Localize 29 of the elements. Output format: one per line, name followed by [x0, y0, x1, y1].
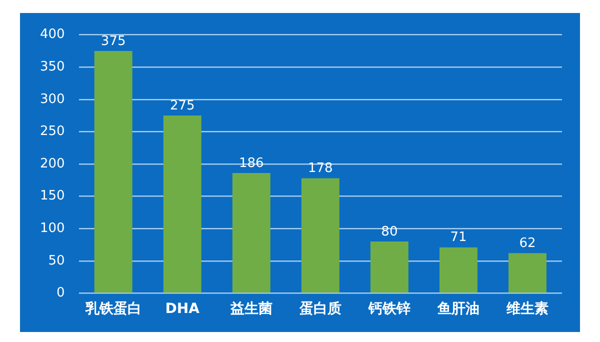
- data-label: 80: [381, 224, 398, 240]
- bar: [370, 242, 408, 293]
- data-label: 275: [170, 98, 195, 114]
- bar: [232, 173, 270, 293]
- bar: [163, 116, 202, 293]
- x-tick-label: 蛋白质: [298, 300, 342, 318]
- y-tick-label: 250: [40, 124, 65, 140]
- y-tick-label: 400: [40, 27, 65, 42]
- y-tick-label: 300: [40, 92, 65, 107]
- y-tick-label: 200: [40, 156, 65, 172]
- x-tick-label: DHA: [165, 301, 200, 318]
- bar: [439, 247, 478, 293]
- y-tick-label: 50: [48, 253, 65, 268]
- y-tick-label: 350: [40, 59, 65, 74]
- y-tick-label: 100: [40, 220, 65, 236]
- x-tick-label: 益生菌: [229, 301, 272, 318]
- x-tick-label: 钙铁锌: [367, 301, 410, 318]
- data-label: 178: [308, 161, 333, 176]
- x-tick-label: 乳铁蛋白: [84, 301, 142, 318]
- bar: [94, 50, 132, 293]
- data-label: 71: [450, 230, 467, 246]
- x-tick-label: 鱼肝油: [436, 301, 480, 318]
- y-tick-label: 0: [56, 286, 65, 301]
- bar: [508, 253, 546, 293]
- x-tick-label: 维生素: [505, 300, 548, 318]
- data-label: 62: [519, 236, 536, 252]
- bar: [301, 178, 340, 293]
- y-tick-label: 150: [40, 188, 65, 204]
- data-label: 375: [100, 34, 126, 49]
